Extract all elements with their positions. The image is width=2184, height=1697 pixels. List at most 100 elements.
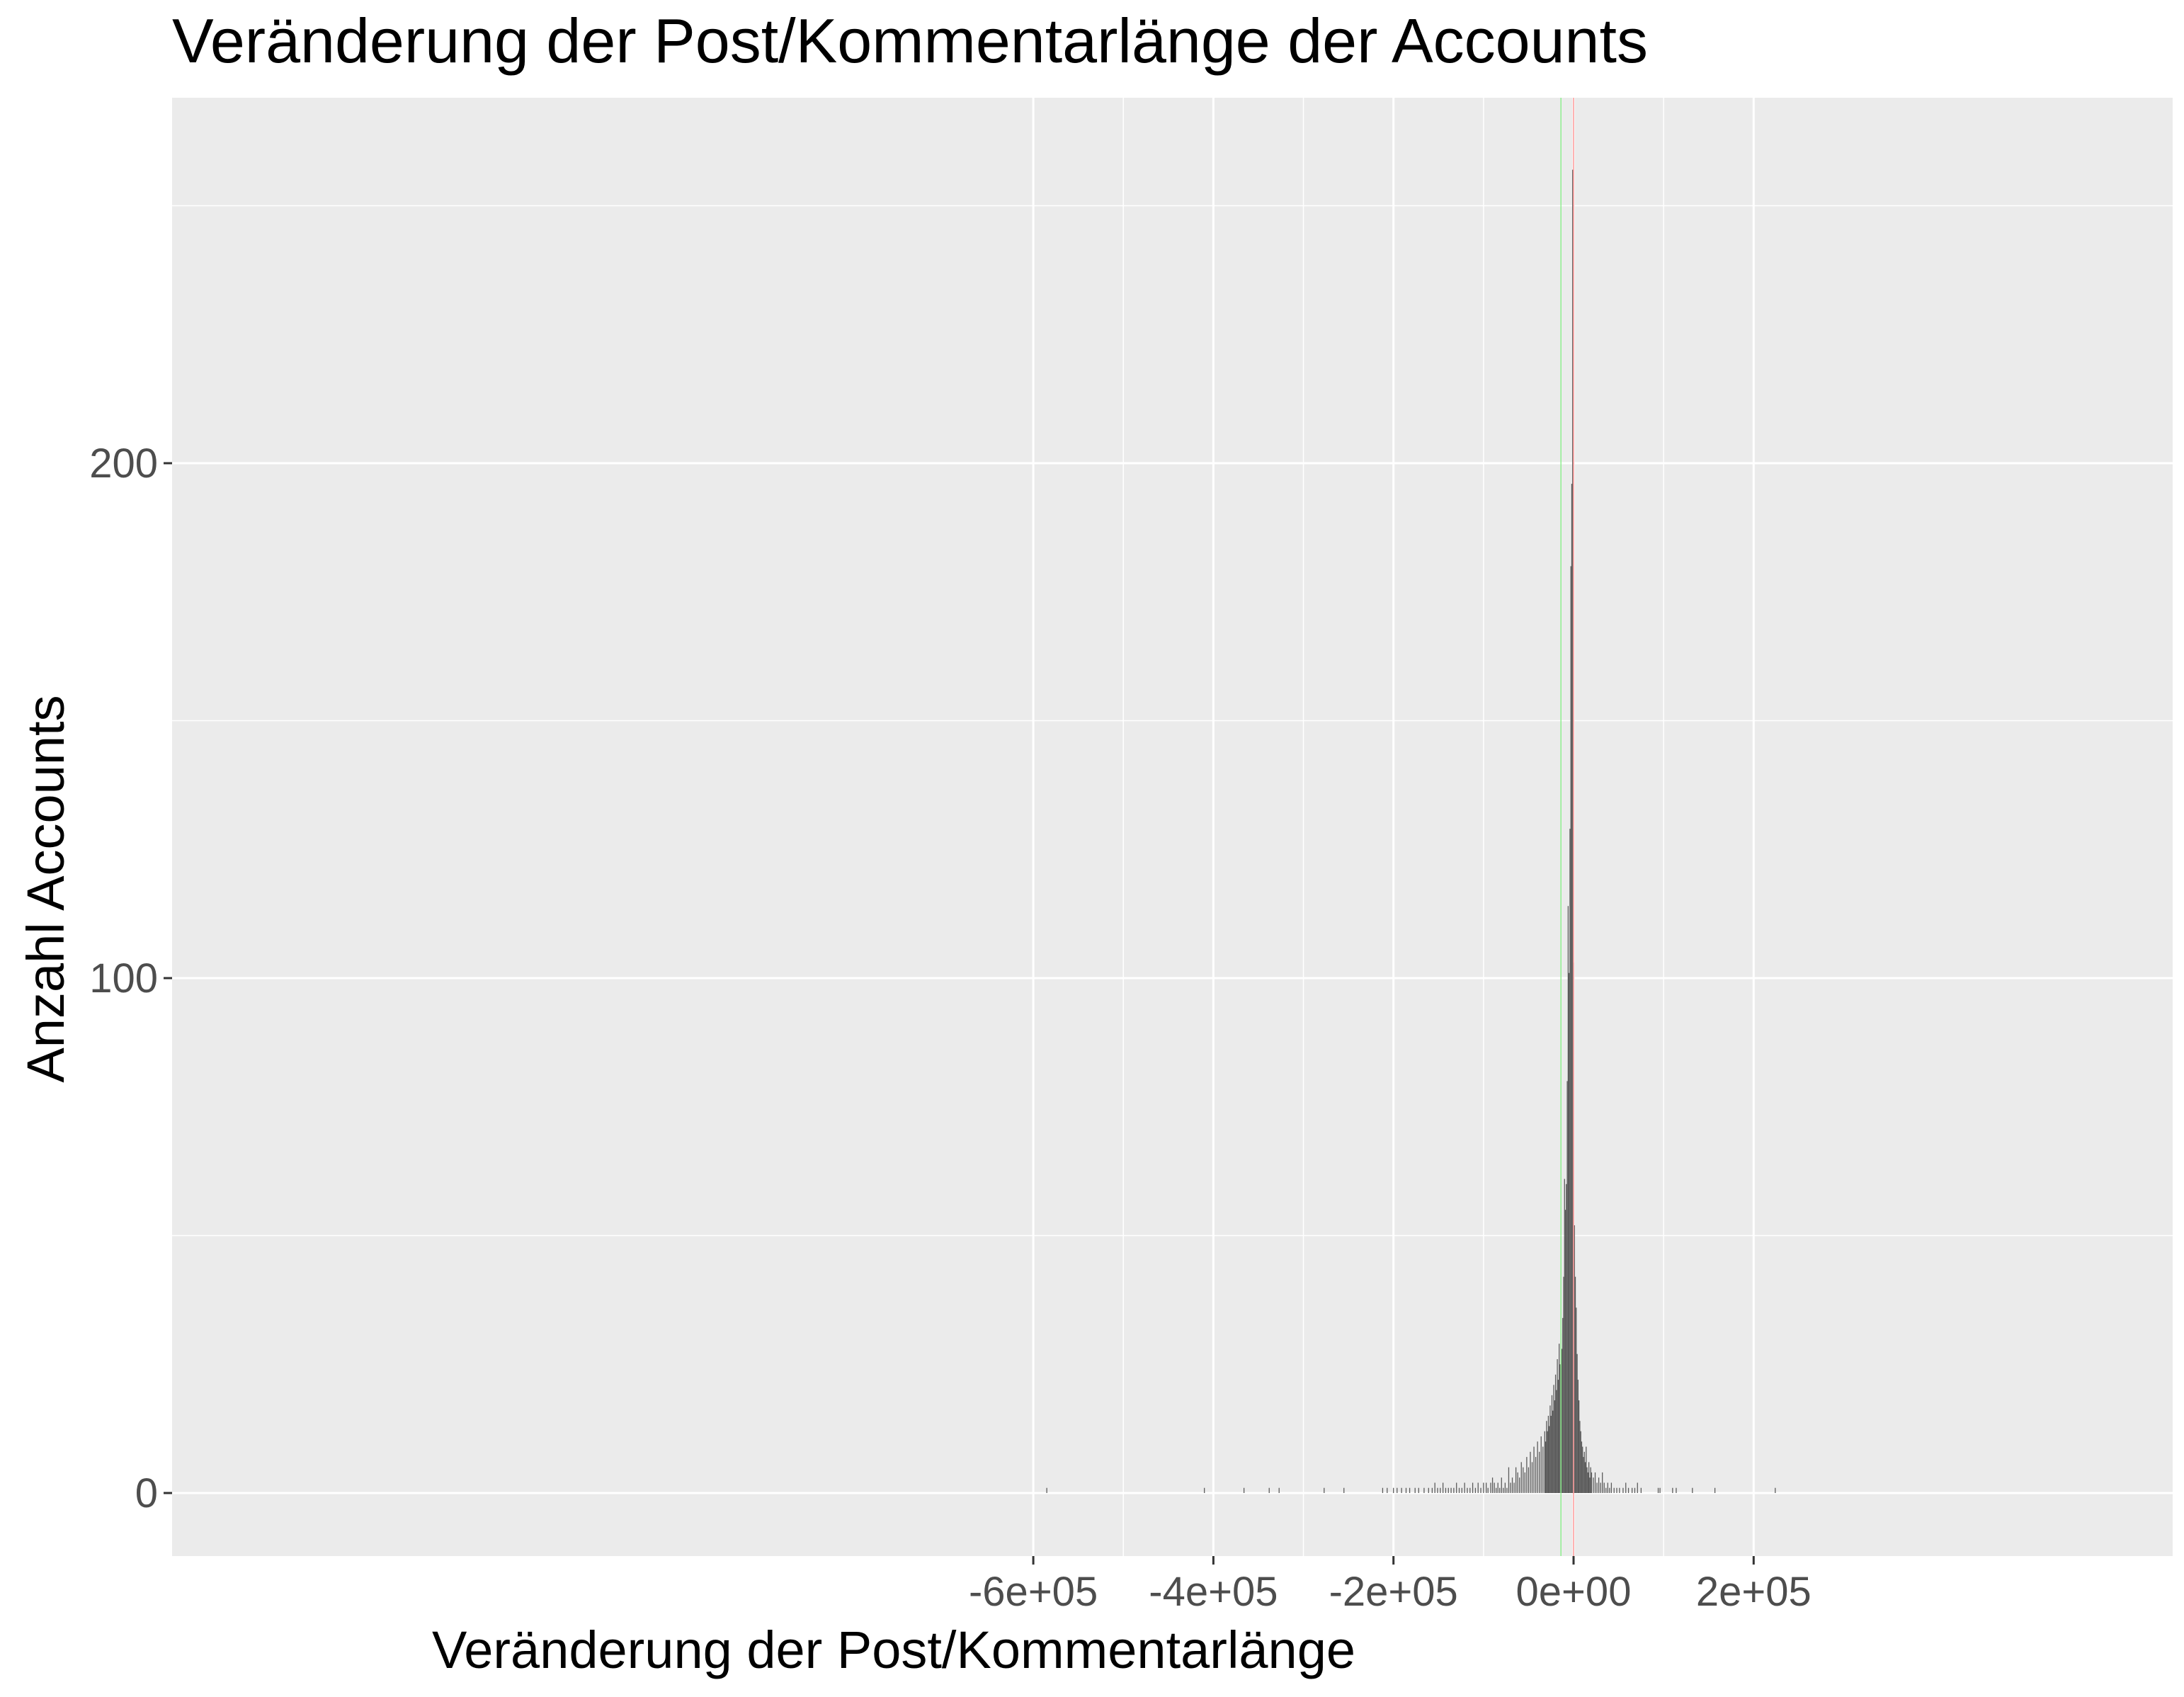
histogram-bar xyxy=(1610,1482,1613,1493)
histogram-bar xyxy=(1554,1400,1555,1493)
histogram-bar xyxy=(1428,1487,1429,1493)
y-axis: 0 100 200 xyxy=(89,441,172,1516)
histogram-bar xyxy=(1637,1482,1638,1493)
histogram-bar xyxy=(1499,1487,1501,1493)
histogram-bar xyxy=(1577,1380,1579,1493)
histogram-bar xyxy=(1586,1467,1588,1493)
histogram-bar xyxy=(1591,1472,1593,1493)
histogram-bar xyxy=(1564,1179,1565,1493)
minor-gridlines xyxy=(172,98,2173,1556)
histogram-bar xyxy=(1605,1487,1607,1493)
histogram-bars xyxy=(1046,169,1776,1494)
histogram-bar xyxy=(1588,1462,1590,1493)
histogram-bar xyxy=(1458,1487,1460,1493)
histogram-bar xyxy=(1563,1276,1564,1493)
histogram-bar xyxy=(1483,1482,1484,1493)
histogram-bar xyxy=(1526,1457,1528,1493)
y-tick-label: 0 xyxy=(135,1470,158,1516)
histogram-bar xyxy=(1598,1477,1600,1493)
histogram-bar xyxy=(1616,1487,1617,1493)
histogram-bar xyxy=(1472,1482,1474,1493)
histogram-bar xyxy=(1545,1441,1547,1493)
histogram-bar xyxy=(1343,1487,1345,1493)
histogram-bar xyxy=(1401,1487,1402,1493)
histogram-bar xyxy=(1431,1487,1433,1493)
histogram-bar xyxy=(1204,1487,1205,1493)
histogram-bar xyxy=(1547,1415,1549,1493)
histogram-bar xyxy=(1554,1374,1557,1493)
histogram-bar xyxy=(1613,1487,1615,1493)
chart-title: Veränderung der Post/Kommentarlänge der … xyxy=(172,6,1648,76)
x-tick-label: 0e+00 xyxy=(1516,1569,1632,1615)
histogram-bar xyxy=(1714,1487,1716,1493)
histogram-bar xyxy=(1672,1487,1673,1493)
histogram-bar xyxy=(1596,1482,1598,1493)
histogram-bar xyxy=(1423,1487,1425,1493)
histogram-bar xyxy=(1382,1487,1384,1493)
histogram-bar xyxy=(1553,1385,1554,1493)
histogram-bar xyxy=(1627,1487,1630,1493)
histogram-bar xyxy=(1566,1081,1568,1493)
histogram-bar xyxy=(1510,1482,1511,1493)
histogram-bar xyxy=(1576,1353,1578,1493)
histogram-bar xyxy=(1572,169,1574,1494)
histogram-bar xyxy=(1418,1487,1419,1493)
histogram-bar xyxy=(1583,1451,1585,1493)
histogram-bar xyxy=(1562,1317,1564,1493)
x-axis: -6e+05 -4e+05 -2e+05 0e+00 2e+05 xyxy=(969,1556,1812,1615)
x-tick-label: -2e+05 xyxy=(1329,1569,1458,1615)
histogram-bar xyxy=(1535,1457,1537,1493)
histogram-bar xyxy=(1552,1410,1554,1493)
histogram-bar xyxy=(1278,1487,1280,1493)
y-tick-label: 100 xyxy=(89,955,158,1001)
histogram-bar xyxy=(1515,1467,1517,1493)
x-tick-label: -4e+05 xyxy=(1149,1569,1278,1615)
histogram-bar xyxy=(1519,1477,1520,1493)
histogram-bar xyxy=(1546,1421,1547,1493)
histogram-bar xyxy=(1584,1462,1586,1493)
histogram-bar xyxy=(1469,1487,1471,1493)
histogram-bar xyxy=(1528,1467,1530,1493)
histogram-bar xyxy=(1640,1487,1642,1493)
histogram-bar xyxy=(1508,1467,1510,1493)
histogram-bar xyxy=(1511,1477,1513,1493)
histogram-bar xyxy=(1556,1390,1557,1493)
histogram-bar xyxy=(1557,1380,1559,1493)
histogram-bar xyxy=(1559,1364,1561,1493)
histogram-bar xyxy=(1414,1487,1416,1493)
histogram-bar xyxy=(1550,1415,1552,1493)
x-tick-label: 2e+05 xyxy=(1696,1569,1812,1615)
histogram-bar xyxy=(1448,1487,1449,1493)
histogram-bar xyxy=(1539,1451,1540,1493)
histogram-bar xyxy=(1564,1210,1566,1493)
histogram-bar xyxy=(1480,1487,1481,1493)
histogram-bar xyxy=(1491,1477,1494,1493)
histogram-bar xyxy=(1574,1276,1576,1493)
histogram-bar xyxy=(1582,1446,1583,1493)
histogram-bar xyxy=(1589,1477,1591,1493)
x-axis-title: Veränderung der Post/Kommentarlänge xyxy=(432,1621,1355,1679)
reference-lines xyxy=(1560,98,1574,1556)
histogram-bar xyxy=(1657,1487,1659,1493)
histogram-bar xyxy=(1594,1472,1596,1493)
histogram-bar xyxy=(1490,1482,1491,1493)
histogram-bar xyxy=(1609,1487,1610,1493)
histogram-bar xyxy=(1540,1436,1542,1493)
histogram-bar xyxy=(1487,1487,1489,1493)
histogram-bar xyxy=(1569,829,1571,1493)
histogram-bar xyxy=(1542,1446,1544,1493)
histogram-bar xyxy=(1268,1487,1270,1493)
histogram-bar xyxy=(1445,1487,1447,1493)
histogram-bar xyxy=(1579,1421,1581,1493)
histogram-bar xyxy=(1453,1487,1455,1493)
histogram-bar xyxy=(1634,1487,1636,1493)
y-axis-title: Anzahl Accounts xyxy=(16,695,75,1082)
y-tick-label: 200 xyxy=(89,441,158,487)
histogram-bar xyxy=(1501,1477,1502,1493)
histogram-bar xyxy=(1625,1482,1627,1493)
histogram-bar xyxy=(1393,1487,1394,1493)
histogram-bar xyxy=(1504,1482,1506,1493)
histogram-bar xyxy=(1513,1482,1515,1493)
histogram-bar xyxy=(1619,1487,1620,1493)
